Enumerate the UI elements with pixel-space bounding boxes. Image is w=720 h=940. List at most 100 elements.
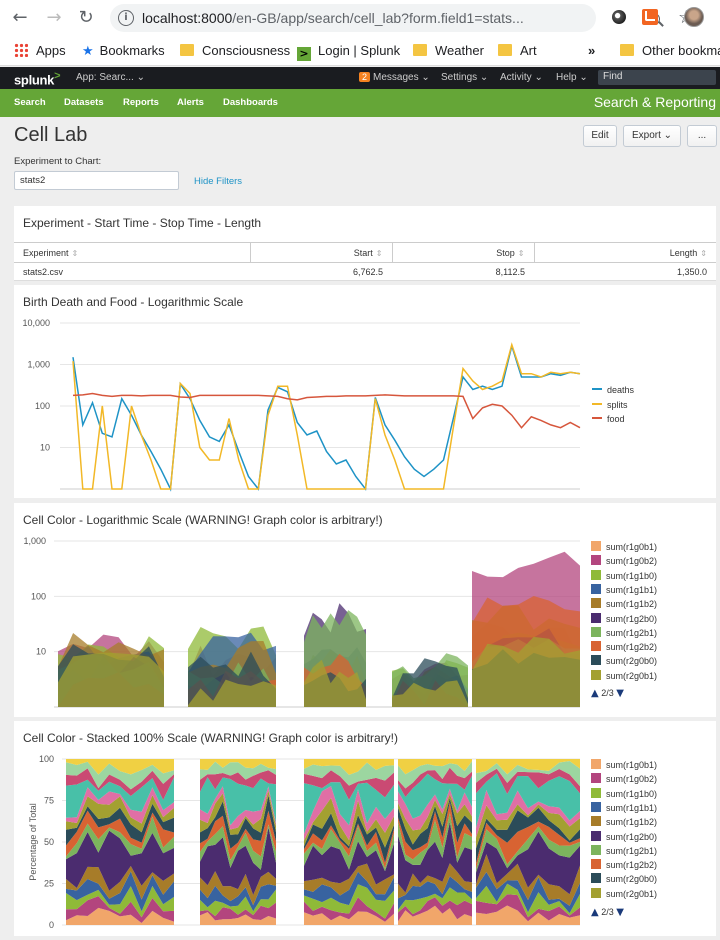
legend-swatch — [591, 555, 601, 566]
stacked-area-series — [304, 871, 394, 906]
info-icon[interactable]: i — [118, 10, 134, 26]
hide-filters-link[interactable]: Hide Filters — [194, 176, 243, 187]
splunk-icon: > — [297, 47, 311, 61]
reload-icon[interactable]: ↻ — [78, 7, 94, 28]
legend-item[interactable]: sum(r2g0b0) — [591, 655, 657, 666]
y-tick-label: 1,000 — [27, 360, 50, 370]
legend-item[interactable]: sum(r1g2b2) — [591, 859, 657, 870]
stacked-area-series — [66, 907, 174, 925]
extension-icon[interactable] — [612, 10, 626, 24]
stacked-area-series — [398, 897, 472, 922]
legend-item[interactable]: sum(r1g1b1) — [591, 801, 657, 813]
legend-label: sum(r1g2b2) — [606, 642, 658, 653]
bookmark-consciousness[interactable]: Consciousness — [180, 43, 290, 58]
legend-item[interactable]: sum(r2g0b1) — [591, 887, 657, 899]
legend-item[interactable]: sum(r2g0b1) — [591, 669, 657, 681]
back-icon[interactable]: ← — [12, 7, 28, 28]
stacked-area-series — [304, 911, 394, 925]
legend-item[interactable]: sum(r1g1b1) — [591, 583, 658, 595]
nav-search[interactable]: Search — [14, 97, 46, 108]
star-icon: ★ — [82, 44, 94, 59]
legend-item[interactable]: sum(r1g2b1) — [591, 844, 657, 856]
legend-item[interactable]: sum(r1g2b1) — [591, 626, 657, 638]
bookmark-other[interactable]: Other bookma — [620, 43, 720, 58]
stacked-area-series — [304, 884, 394, 919]
column-header-start[interactable]: Start ⇕ — [249, 242, 392, 263]
more-button[interactable]: ... — [687, 125, 717, 147]
bookmark-bookmarks[interactable]: ★ Bookmarks — [82, 43, 165, 59]
column-header-experiment[interactable]: Experiment ⇕ — [14, 242, 250, 263]
legend-swatch — [591, 873, 601, 884]
series-line-splits — [72, 342, 581, 490]
nav-reports[interactable]: Reports — [123, 97, 159, 108]
legend-swatch — [591, 830, 601, 841]
stacked-area-series — [398, 812, 472, 865]
activity-menu[interactable]: Activity ⌄ — [500, 72, 543, 83]
legend-pager[interactable]: ▲ 2/3 ▼ — [591, 688, 624, 699]
legend-item[interactable]: sum(r1g1b2) — [591, 816, 657, 827]
legend-item-splits[interactable]: splits — [592, 400, 628, 410]
legend-item[interactable]: sum(r1g1b0) — [591, 787, 657, 799]
export-button[interactable]: Export ⌄ — [623, 125, 681, 147]
rss-icon[interactable] — [642, 9, 658, 25]
experiment-input[interactable]: stats2 — [14, 171, 179, 190]
legend-item[interactable]: sum(r1g2b0) — [591, 612, 657, 624]
legend-item[interactable]: sum(r1g1b2) — [591, 598, 657, 609]
legend-item[interactable]: sum(r1g2b0) — [591, 830, 657, 842]
legend-label: sum(r1g1b0) — [606, 570, 658, 581]
legend-label: sum(r2g0b0) — [606, 874, 658, 885]
legend-item[interactable]: sum(r1g0b2) — [591, 773, 657, 784]
nav-dashboards[interactable]: Dashboards — [223, 97, 278, 108]
address-bar[interactable]: i localhost:8000/en-GB/app/search/cell_l… — [110, 4, 694, 32]
edit-button[interactable]: Edit — [583, 125, 617, 147]
column-header-stop[interactable]: Stop ⇕ — [391, 242, 534, 263]
find-input[interactable]: Find — [598, 70, 716, 85]
folder-icon — [620, 44, 634, 56]
y-tick-label: 100 — [31, 591, 46, 601]
nav-datasets[interactable]: Datasets — [64, 97, 104, 108]
legend-label: sum(r1g2b2) — [606, 860, 658, 871]
page-up-icon[interactable]: ▲ — [591, 907, 599, 918]
legend-label: sum(r1g1b1) — [606, 584, 658, 595]
app-selector[interactable]: App: Searc... ⌄ — [76, 72, 145, 83]
legend-item[interactable]: sum(r1g0b1) — [591, 541, 657, 552]
settings-menu[interactable]: Settings ⌄ — [441, 72, 489, 83]
apps-grid-icon — [14, 43, 28, 57]
legend-swatch — [591, 612, 601, 623]
legend-item[interactable]: sum(r2g0b0) — [591, 873, 657, 884]
legend-item-deaths[interactable]: deaths — [592, 385, 634, 395]
page-down-icon[interactable]: ▼ — [616, 688, 624, 699]
forward-icon[interactable]: → — [46, 7, 62, 28]
bookmark-art[interactable]: Art — [498, 43, 537, 58]
stacked-area-series — [66, 777, 174, 818]
area-chart-log: 10 100 1,000 — [23, 536, 580, 708]
splunk-logo[interactable]: splunk> — [14, 70, 61, 88]
legend-item[interactable]: sum(r1g0b1) — [591, 759, 657, 770]
legend-swatch — [591, 816, 601, 827]
avatar[interactable] — [684, 7, 704, 27]
legend-item[interactable]: sum(r1g1b0) — [591, 569, 658, 581]
legend-item[interactable]: sum(r1g0b2) — [591, 555, 657, 566]
stacked-area-series — [66, 866, 174, 900]
cell-color-log-panel: Cell Color - Logarithmic Scale (WARNING!… — [14, 503, 716, 717]
cell-stop: 8,112.5 — [392, 262, 534, 281]
stacked-area-series — [476, 854, 580, 906]
legend-item[interactable]: sum(r1g2b2) — [591, 641, 657, 652]
legend-swatch — [591, 669, 601, 680]
more-bookmarks-chevron[interactable]: » — [588, 43, 596, 58]
bookmark-weather[interactable]: Weather — [413, 43, 484, 58]
messages-menu[interactable]: 2 Messages ⌄ — [359, 72, 430, 83]
column-header-length[interactable]: Length ⇕ — [533, 242, 716, 263]
page-down-icon[interactable]: ▼ — [616, 907, 624, 918]
help-menu[interactable]: Help ⌄ — [556, 72, 588, 83]
page-up-icon[interactable]: ▲ — [591, 688, 599, 699]
stacked-area-series — [476, 883, 580, 918]
nav-alerts[interactable]: Alerts — [177, 97, 204, 108]
table-row[interactable]: stats2.csv 6,762.5 8,112.5 1,350.0 — [14, 262, 716, 281]
legend-pager[interactable]: ▲ 2/3 ▼ — [591, 907, 624, 918]
legend-item-food[interactable]: food — [592, 414, 625, 424]
legend-swatch — [592, 417, 602, 419]
bookmark-login-splunk[interactable]: > Login | Splunk — [297, 43, 400, 61]
series-line-food — [72, 392, 581, 429]
bookmark-apps[interactable]: Apps — [14, 43, 66, 58]
